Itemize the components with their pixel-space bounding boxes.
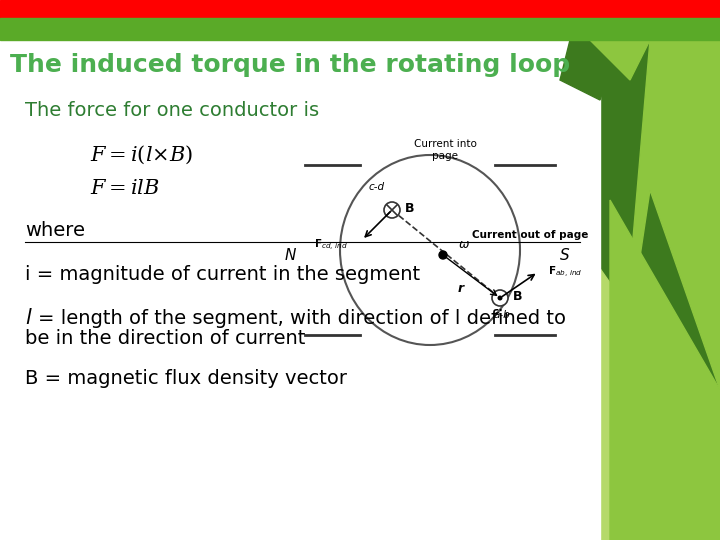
Text: where: where <box>25 220 85 240</box>
Text: Current out of page: Current out of page <box>472 230 588 240</box>
Text: N: N <box>284 247 296 262</box>
Polygon shape <box>560 240 720 540</box>
Circle shape <box>439 251 447 259</box>
Text: i = magnitude of current in the segment: i = magnitude of current in the segment <box>25 266 420 285</box>
Polygon shape <box>560 40 620 100</box>
Bar <box>0 0 720 18</box>
Circle shape <box>384 202 400 218</box>
Text: = length of the segment, with direction of l defined to: = length of the segment, with direction … <box>38 308 566 327</box>
Text: $F = i\mathit{l}B$: $F = i\mathit{l}B$ <box>90 178 160 198</box>
Text: c-d: c-d <box>369 182 385 192</box>
Polygon shape <box>590 40 650 80</box>
Bar <box>0 40 600 540</box>
Text: B: B <box>513 289 523 302</box>
Bar <box>0 18 720 40</box>
Text: The force for one conductor is: The force for one conductor is <box>25 100 319 119</box>
Circle shape <box>492 290 508 306</box>
Text: Current into
page: Current into page <box>413 139 477 161</box>
Text: $F = i(\mathit{l}{\times}B)$: $F = i(\mathit{l}{\times}B)$ <box>90 144 193 166</box>
Text: The induced torque in the rotating loop: The induced torque in the rotating loop <box>10 53 570 77</box>
Text: $\mathit{l}$: $\mathit{l}$ <box>25 308 32 328</box>
Polygon shape <box>620 40 720 220</box>
Polygon shape <box>620 40 720 390</box>
Polygon shape <box>600 40 720 540</box>
Text: B = magnetic flux density vector: B = magnetic flux density vector <box>25 368 347 388</box>
Circle shape <box>498 295 503 300</box>
Text: $\omega$: $\omega$ <box>458 239 470 252</box>
Polygon shape <box>610 200 720 540</box>
Text: a-b: a-b <box>494 310 510 320</box>
Text: be in the direction of current: be in the direction of current <box>25 328 305 348</box>
Text: B: B <box>405 201 415 214</box>
Text: $\mathbf{F}_{cd,\,ind}$: $\mathbf{F}_{cd,\,ind}$ <box>314 238 348 253</box>
Text: r: r <box>458 282 464 295</box>
Text: S: S <box>560 247 570 262</box>
Text: $\mathbf{F}_{ab,\,ind}$: $\mathbf{F}_{ab,\,ind}$ <box>548 265 582 280</box>
